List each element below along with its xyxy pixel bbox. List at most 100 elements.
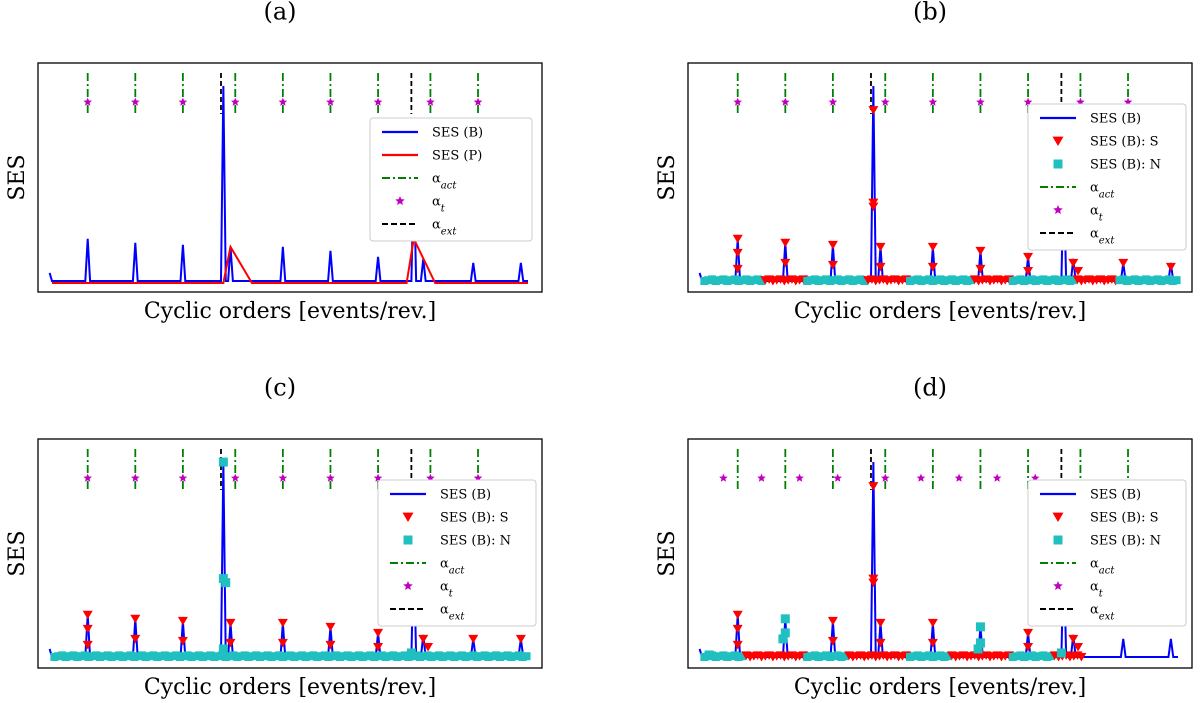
legend-label: SES (B) (1090, 112, 1141, 127)
legend-label: αext (1090, 603, 1115, 623)
legend-label: αext (432, 218, 457, 238)
marker-n (780, 614, 790, 624)
legend-label: SES (B): N (1090, 158, 1161, 173)
marker-s (82, 610, 93, 620)
legend-label: αt (1090, 204, 1104, 224)
x-axis-label: Cyclic orders [events/rev.] (144, 299, 436, 324)
alpha-t-marker (278, 473, 288, 482)
y-axis-label: SES (5, 154, 30, 200)
panel-title: (b) (913, 0, 947, 26)
legend-label: SES (B): N (1090, 534, 1161, 549)
alpha-t-marker (178, 97, 188, 106)
legend-swatch (403, 535, 413, 545)
legend-label: SES (B): S (1090, 135, 1159, 150)
marker-n (975, 638, 985, 648)
y-axis-label: SES (655, 154, 680, 200)
alpha-t-marker (326, 473, 335, 482)
legend-label: SES (P) (432, 149, 482, 164)
legend-entry: αt (1053, 204, 1104, 224)
marker-s (177, 636, 188, 646)
marker-s (732, 610, 743, 620)
marker-n (1046, 652, 1055, 661)
marker-s (1023, 266, 1034, 276)
marker-s (423, 642, 434, 652)
legend-label: SES (B): N (440, 534, 511, 549)
marker-n (221, 578, 231, 588)
x-axis-label: Cyclic orders [events/rev.] (794, 299, 1086, 324)
legend-swatch (402, 512, 414, 522)
series-ses-p (52, 235, 528, 284)
marker-s (927, 618, 938, 628)
marker-s (827, 240, 838, 250)
legend-label: SES (B) (432, 126, 483, 141)
marker-s (732, 640, 743, 650)
alpha-t-marker (473, 97, 483, 106)
legend-box (377, 479, 537, 627)
legend-entry: αt (1053, 580, 1104, 599)
marker-s (875, 262, 886, 272)
marker-n (973, 644, 983, 654)
chart-panel-b: (b) Cyclic orders [events/rev.] SES SES (B)… (655, 0, 1193, 324)
marker-s (975, 246, 986, 256)
legend-label: SES (B) (440, 488, 491, 503)
legend-label: αact (1090, 181, 1115, 201)
alpha-t-marker (880, 473, 890, 482)
marker-s (468, 634, 479, 644)
marker-s (875, 638, 886, 648)
marker-n (780, 628, 790, 638)
panel-title: (d) (913, 374, 947, 402)
marker-n (738, 652, 747, 661)
alpha-t-marker (373, 97, 383, 106)
marker-s (927, 262, 938, 272)
marker-s (515, 634, 526, 644)
marker-s (130, 634, 141, 644)
legend-label: αt (440, 580, 454, 600)
marker-s (1023, 642, 1034, 652)
marker-n (1056, 648, 1066, 658)
marker-n (1172, 276, 1181, 285)
marker-s (1023, 252, 1034, 262)
marker-s (927, 242, 938, 252)
marker-s (780, 238, 791, 248)
marker-n (944, 652, 953, 661)
legend-entry: αact (1040, 181, 1115, 201)
marker-n (704, 650, 714, 660)
marker-s (130, 614, 141, 624)
legend-label: SES (B) (1090, 488, 1141, 503)
marker-n (778, 634, 788, 644)
legend-entry: SES (B): N (1053, 534, 1161, 549)
marker-s (373, 642, 384, 652)
marker-s (225, 638, 236, 648)
marker-s (1068, 258, 1079, 268)
legend-entry: αt (395, 195, 446, 214)
legend-entry: αact (390, 557, 465, 577)
marker-s (1076, 652, 1087, 662)
alpha-t-marker (83, 473, 92, 482)
alpha-t-marker (278, 97, 288, 106)
marker-s (177, 616, 188, 626)
alpha-t-marker (916, 473, 926, 482)
axes-frame (37, 438, 543, 669)
legend-entry: αext (382, 218, 457, 238)
alpha-t-marker (757, 473, 766, 482)
marker-s (827, 636, 838, 646)
legend-entry: SES (B) (1040, 112, 1141, 127)
alpha-t-marker (733, 97, 742, 106)
series-ses-b (48, 86, 528, 282)
marker-n (757, 276, 766, 285)
alpha-t-marker (828, 97, 838, 106)
alpha-t-marker (880, 97, 890, 106)
chart-panel-a: (a) Cyclic orders [events/rev.] SES SES (B)… (5, 0, 543, 324)
chart-panel-d: (d) Cyclic orders [events/rev.] SES SES (B)… (655, 374, 1193, 700)
marker-s (82, 640, 93, 650)
marker-n (860, 276, 869, 285)
legend-entry: αact (382, 172, 457, 191)
legend-swatch (403, 581, 413, 591)
alpha-t-marker (230, 97, 240, 106)
marker-s (325, 622, 336, 632)
legend-label: αact (440, 557, 465, 577)
marker-s (1118, 258, 1129, 268)
marker-s (975, 264, 986, 274)
alpha-t-marker (230, 473, 240, 482)
marker-n (841, 652, 850, 661)
